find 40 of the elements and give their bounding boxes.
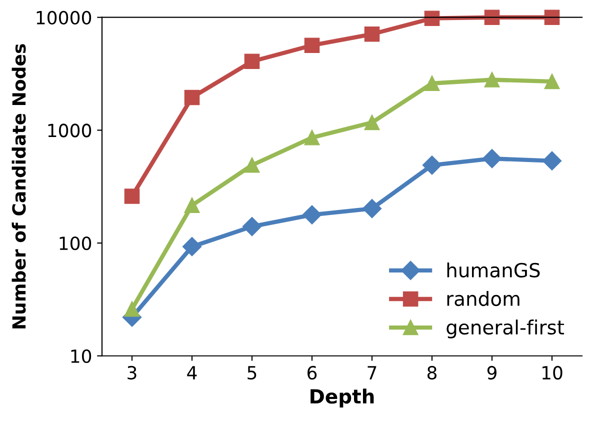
y-axis-title: Number of Candidate Nodes bbox=[12, 44, 26, 328]
point bbox=[124, 188, 140, 204]
legend-label: random bbox=[447, 291, 520, 306]
x-tick-label: 6 bbox=[308, 366, 317, 380]
point bbox=[304, 38, 320, 53]
point bbox=[184, 90, 200, 106]
point bbox=[484, 72, 500, 88]
x-tick-label: 4 bbox=[187, 366, 197, 380]
point bbox=[244, 54, 260, 70]
point bbox=[304, 130, 320, 146]
point bbox=[422, 156, 442, 175]
point bbox=[364, 114, 380, 130]
y-tick-label: 1000 bbox=[48, 124, 92, 138]
legend-label: general-first bbox=[446, 320, 564, 338]
x-tick-label: 5 bbox=[248, 366, 256, 380]
point bbox=[302, 205, 322, 224]
point bbox=[424, 10, 440, 26]
point bbox=[184, 198, 200, 213]
legend-label: humanGS bbox=[447, 262, 540, 278]
x-tick-label: 8 bbox=[427, 366, 437, 380]
point bbox=[242, 217, 262, 236]
point bbox=[482, 149, 502, 168]
point bbox=[544, 10, 560, 25]
point bbox=[544, 74, 560, 90]
y-tick-label: 10 bbox=[71, 349, 92, 363]
point bbox=[244, 158, 260, 173]
x-tick-label: 9 bbox=[487, 366, 496, 380]
point bbox=[364, 26, 380, 42]
y-tick-label: 10000 bbox=[36, 10, 92, 24]
point bbox=[484, 10, 500, 25]
point bbox=[124, 301, 140, 317]
point bbox=[182, 237, 202, 256]
x-tick-label: 10 bbox=[542, 366, 562, 380]
point bbox=[424, 76, 440, 92]
x-tick-label: 3 bbox=[128, 366, 136, 380]
point bbox=[362, 199, 382, 218]
y-tick-label: 100 bbox=[60, 236, 92, 250]
x-axis-title: Depth bbox=[310, 388, 374, 408]
x-tick-label: 7 bbox=[368, 366, 376, 380]
point bbox=[542, 151, 562, 170]
